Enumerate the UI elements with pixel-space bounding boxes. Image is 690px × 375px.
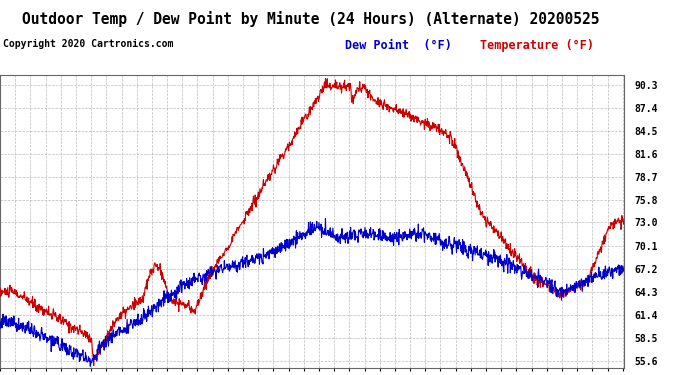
Text: Copyright 2020 Cartronics.com: Copyright 2020 Cartronics.com xyxy=(3,39,174,50)
Text: Outdoor Temp / Dew Point by Minute (24 Hours) (Alternate) 20200525: Outdoor Temp / Dew Point by Minute (24 H… xyxy=(22,11,599,27)
Text: Temperature (°F): Temperature (°F) xyxy=(480,39,593,53)
Text: Dew Point  (°F): Dew Point (°F) xyxy=(345,39,452,53)
